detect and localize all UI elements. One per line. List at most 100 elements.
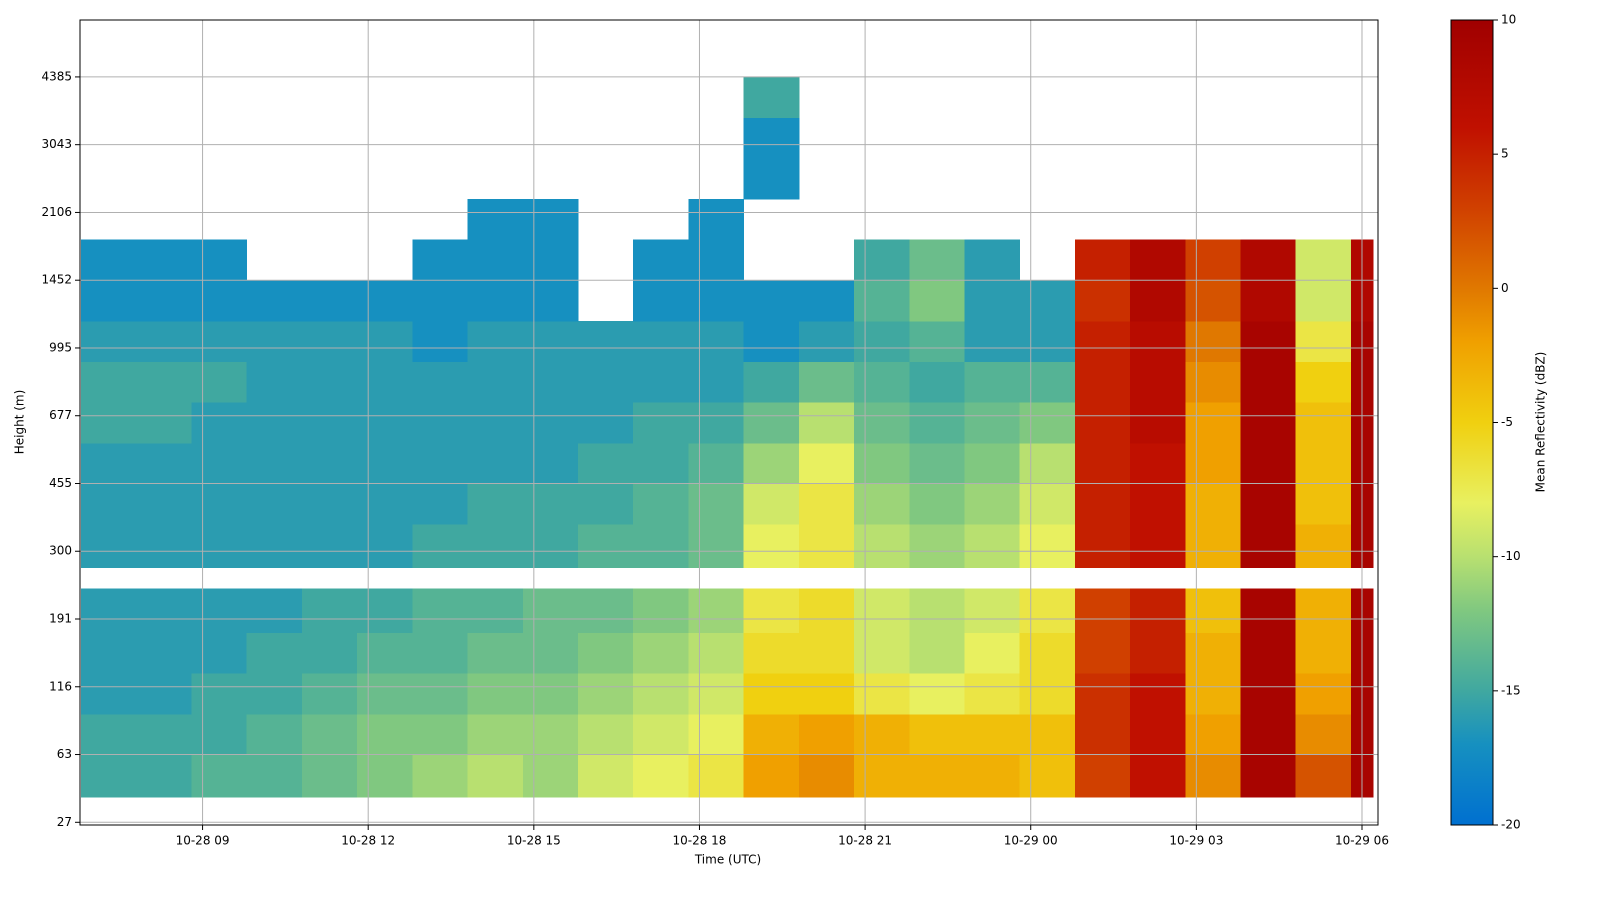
heatmap-cell xyxy=(1019,483,1076,525)
heatmap-cell xyxy=(854,361,910,403)
heatmap-cell xyxy=(412,361,469,403)
heatmap-cell xyxy=(1185,483,1242,525)
heatmap-cell xyxy=(357,402,413,444)
x-tick-label: 10-29 06 xyxy=(1335,834,1389,848)
heatmap-cell xyxy=(301,280,358,322)
heatmap-cell xyxy=(854,754,910,798)
heatmap-cell xyxy=(191,239,248,281)
heatmap-cell xyxy=(854,673,910,715)
heatmap-cell xyxy=(964,632,1021,674)
heatmap-cell xyxy=(1295,673,1352,715)
heatmap-cell xyxy=(1185,713,1242,756)
heatmap-cell xyxy=(1240,280,1297,322)
heatmap-cell xyxy=(246,713,303,756)
heatmap-cell xyxy=(1130,713,1186,756)
heatmap-cell xyxy=(1130,524,1186,569)
y-tick-label: 4385 xyxy=(41,69,72,83)
heatmap-cell xyxy=(964,713,1021,756)
heatmap-cell xyxy=(1240,588,1297,634)
heatmap-cell xyxy=(136,632,193,674)
heatmap-cell xyxy=(246,673,303,715)
heatmap-cell xyxy=(136,402,193,444)
heatmap-cell xyxy=(688,754,745,798)
heatmap-cell xyxy=(633,483,689,525)
heatmap-cell xyxy=(246,361,303,403)
heatmap-cell xyxy=(522,524,579,569)
heatmap-cell xyxy=(577,361,634,403)
heatmap-cell xyxy=(1295,402,1352,444)
heatmap-cell xyxy=(81,361,137,403)
heatmap-cell xyxy=(191,588,248,634)
heatmap-cell xyxy=(1240,524,1297,569)
y-tick-label: 995 xyxy=(49,340,72,354)
heatmap-cell xyxy=(467,754,524,798)
y-tick-label: 2106 xyxy=(41,205,72,219)
heatmap-cell xyxy=(1185,280,1242,322)
heatmap-cell xyxy=(688,632,745,674)
heatmap-cell xyxy=(1074,673,1131,715)
heatmap-cell xyxy=(964,320,1021,363)
heatmap-cell xyxy=(854,524,910,569)
heatmap-cell xyxy=(301,588,358,634)
heatmap-cell xyxy=(412,754,469,798)
heatmap-cell xyxy=(246,754,303,798)
heatmap-cell xyxy=(467,632,524,674)
heatmap-cell xyxy=(467,198,524,241)
heatmap-cell xyxy=(964,442,1021,484)
y-tick-label: 3043 xyxy=(41,137,72,151)
heatmap-cell xyxy=(1295,588,1352,634)
heatmap-cell xyxy=(1240,361,1297,403)
heatmap-cell xyxy=(522,483,579,525)
heatmap-cell xyxy=(522,632,579,674)
heatmap-cell xyxy=(798,713,855,756)
heatmap-cell xyxy=(136,239,193,281)
heatmap-cell xyxy=(688,524,745,569)
heatmap-cell xyxy=(909,673,965,715)
heatmap-cell xyxy=(467,402,524,444)
heatmap-cell xyxy=(81,524,137,569)
heatmap-cell xyxy=(909,239,965,281)
heatmap-cell xyxy=(1019,713,1076,756)
heatmap-cell xyxy=(136,442,193,484)
heatmap-cell xyxy=(1295,320,1352,363)
heatmap-cell xyxy=(1019,280,1076,322)
heatmap-cell xyxy=(577,673,634,715)
heatmap-cell xyxy=(688,239,745,281)
heatmap-cell xyxy=(1295,483,1352,525)
heatmap-cell xyxy=(522,198,579,241)
heatmap-cell xyxy=(301,402,358,444)
heatmap-cell xyxy=(1240,402,1297,444)
heatmap-cell xyxy=(81,280,137,322)
heatmap-cell xyxy=(1295,713,1352,756)
heatmap-cell xyxy=(743,713,800,756)
heatmap-cell xyxy=(909,402,965,444)
heatmap-cell xyxy=(136,483,193,525)
heatmap-cell xyxy=(412,442,469,484)
heatmap-cell xyxy=(191,442,248,484)
colorbar-tick-label: -10 xyxy=(1501,549,1521,563)
heatmap-cell xyxy=(854,402,910,444)
heatmap-cell xyxy=(357,632,413,674)
heatmap-cell xyxy=(743,158,800,200)
heatmap-cell xyxy=(688,320,745,363)
heatmap-cell xyxy=(301,673,358,715)
heatmap-cell xyxy=(1295,754,1352,798)
heatmap-cell xyxy=(467,280,524,322)
heatmap-cell xyxy=(854,280,910,322)
y-tick-label: 455 xyxy=(49,476,72,490)
heatmap-cell xyxy=(577,524,634,569)
y-tick-label: 1452 xyxy=(41,273,72,287)
heatmap-cell xyxy=(301,442,358,484)
heatmap-cell xyxy=(798,524,855,569)
heatmap-cell xyxy=(743,632,800,674)
heatmap-cell xyxy=(246,402,303,444)
colorbar-tick-label: -20 xyxy=(1501,818,1521,832)
heatmap-cell xyxy=(1130,442,1186,484)
heatmap-cell xyxy=(1074,483,1131,525)
heatmap-cell xyxy=(743,320,800,363)
heatmap-cell xyxy=(1185,442,1242,484)
heatmap-cell xyxy=(577,442,634,484)
heatmap-cell xyxy=(412,588,469,634)
heatmap-cell xyxy=(909,632,965,674)
